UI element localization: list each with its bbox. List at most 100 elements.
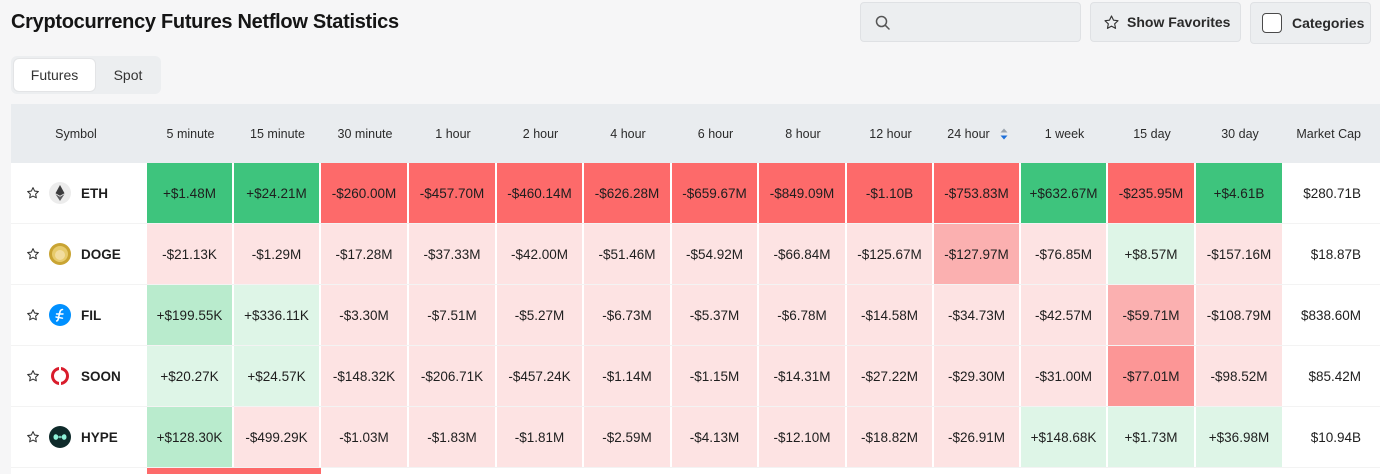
netflow-cell-2-hour: -$42.00M (497, 224, 584, 284)
column-header-30-minute[interactable]: 30 minute (321, 104, 409, 163)
netflow-cell-15-minute: -$1.29M (234, 224, 321, 284)
netflow-cell-15-day: +$1.73M (1108, 407, 1196, 467)
netflow-cell-5-minute: +$1.48M (147, 163, 234, 223)
column-header-15-minute[interactable]: 15 minute (234, 104, 321, 163)
table-row[interactable]: FIL +$199.55K +$336.11K -$3.30M -$7.51M -$5.2… (11, 285, 1380, 346)
netflow-cell-24-hour: -$26.91M (934, 407, 1021, 467)
soon-icon (48, 365, 71, 388)
column-header-label: 30 day (1221, 126, 1259, 141)
netflow-cell-15-minute: +$336.11K (234, 285, 321, 345)
favorite-star-icon[interactable] (26, 308, 40, 322)
netflow-cell-24-hour: -$127.97M (934, 224, 1021, 284)
symbol-label[interactable]: HYPE (81, 429, 118, 445)
favorite-star-icon[interactable] (26, 430, 40, 444)
column-header-30-day[interactable]: 30 day (1196, 104, 1284, 163)
table-row[interactable]: ETH +$1.48M +$24.21M -$260.00M -$457.70M -$46… (11, 163, 1380, 224)
column-header-label: 1 week (1044, 126, 1085, 141)
netflow-table: Symbol 5 minute 15 minute 30 minute 1 hour 2 … (11, 104, 1380, 468)
netflow-cell-12-hour: -$1.10B (847, 163, 934, 223)
netflow-cell-6-hour: -$4.13M (672, 407, 759, 467)
netflow-cell-15-minute: +$24.57K (234, 346, 321, 406)
market-cap-cell: $85.42M (1284, 346, 1370, 406)
column-header-12-hour[interactable]: 12 hour (847, 104, 934, 163)
netflow-cell-1-hour: -$206.71K (409, 346, 497, 406)
categories-label: Categories (1292, 15, 1365, 31)
symbol-cell: DOGE (11, 224, 147, 284)
netflow-cell-30-day: +$36.98M (1196, 407, 1284, 467)
table-row[interactable]: DOGE -$21.13K -$1.29M -$17.28M -$37.33M -$42.… (11, 224, 1380, 285)
netflow-cell-1-week: +$632.67M (1021, 163, 1108, 223)
sort-desc-icon[interactable] (1000, 128, 1008, 140)
column-header-symbol[interactable]: Symbol (11, 104, 147, 163)
favorite-star-icon[interactable] (26, 186, 40, 200)
market-cap-cell: $18.87B (1284, 224, 1370, 284)
favorite-star-icon[interactable] (26, 369, 40, 383)
show-favorites-button[interactable]: Show Favorites (1090, 2, 1241, 42)
netflow-cell-1-week: +$148.68K (1021, 407, 1108, 467)
column-header-6-hour[interactable]: 6 hour (672, 104, 759, 163)
market-cap-cell: $838.60M (1284, 285, 1370, 345)
netflow-cell-30-minute: -$3.30M (321, 285, 409, 345)
categories-toggle[interactable]: Categories (1250, 2, 1371, 44)
column-header-4-hour[interactable]: 4 hour (584, 104, 672, 163)
symbol-label[interactable]: DOGE (81, 246, 121, 262)
netflow-cell-15-minute: -$499.29K (234, 407, 321, 467)
fil-icon (48, 304, 71, 327)
netflow-cell-30-day: +$4.61B (1196, 163, 1284, 223)
page-title: Cryptocurrency Futures Netflow Statistic… (11, 11, 399, 33)
netflow-cell-15-minute: +$24.21M (234, 163, 321, 223)
symbol-cell: FIL (11, 285, 147, 345)
column-header-label: 12 hour (869, 126, 912, 141)
symbol-label[interactable]: SOON (81, 368, 121, 384)
column-header-market-cap[interactable]: Market Cap (1284, 104, 1370, 163)
netflow-cell-8-hour: -$66.84M (759, 224, 847, 284)
column-header-1-week[interactable]: 1 week (1021, 104, 1108, 163)
symbol-label[interactable]: ETH (81, 185, 108, 201)
netflow-cell-4-hour: -$2.59M (584, 407, 672, 467)
search-input[interactable] (860, 2, 1081, 42)
netflow-cell-24-hour: -$753.83M (934, 163, 1021, 223)
netflow-cell-5-minute: -$21.13K (147, 224, 234, 284)
favorite-star-icon[interactable] (26, 247, 40, 261)
categories-checkbox[interactable] (1262, 13, 1282, 33)
column-header-2-hour[interactable]: 2 hour (497, 104, 584, 163)
netflow-cell-12-hour: -$125.67M (847, 224, 934, 284)
table-row[interactable]: SOON +$20.27K +$24.57K -$148.32K -$206.71K -$… (11, 346, 1380, 407)
netflow-cell-8-hour: -$12.10M (759, 407, 847, 467)
tab-futures[interactable]: Futures (14, 59, 95, 91)
netflow-cell-2-hour: -$1.81M (497, 407, 584, 467)
column-header-label: 8 hour (785, 126, 821, 141)
column-header-1-hour[interactable]: 1 hour (409, 104, 497, 163)
netflow-cell-6-hour: -$1.15M (672, 346, 759, 406)
symbol-label[interactable]: FIL (81, 307, 102, 323)
column-header-24-hour[interactable]: 24 hour (934, 104, 1021, 163)
eth-icon (48, 182, 71, 205)
doge-icon (48, 243, 71, 266)
netflow-cell-1-hour: -$457.70M (409, 163, 497, 223)
market-cap-cell: $280.71B (1284, 163, 1370, 223)
netflow-cell-5-minute: +$128.30K (147, 407, 234, 467)
show-favorites-label: Show Favorites (1127, 14, 1231, 30)
column-header-label: 1 hour (435, 126, 471, 141)
market-type-tabs: Futures Spot (11, 56, 161, 94)
symbol-cell: SOON (11, 346, 147, 406)
netflow-cell-2-hour: -$5.27M (497, 285, 584, 345)
netflow-cell-1-hour: -$7.51M (409, 285, 497, 345)
column-header-label: Symbol (55, 126, 97, 141)
column-header-5-minute[interactable]: 5 minute (147, 104, 234, 163)
netflow-cell-2-hour: -$460.14M (497, 163, 584, 223)
netflow-cell-30-minute: -$17.28M (321, 224, 409, 284)
netflow-cell-15-day: -$77.01M (1108, 346, 1196, 406)
table-row[interactable]: HYPE +$128.30K -$499.29K -$1.03M -$1.83M -$1.… (11, 407, 1380, 468)
netflow-cell-24-hour: -$34.73M (934, 285, 1021, 345)
tab-spot[interactable]: Spot (113, 67, 143, 83)
column-header-label: 24 hour (947, 126, 990, 141)
netflow-cell-30-day: -$157.16M (1196, 224, 1284, 284)
netflow-cell-5-minute: +$20.27K (147, 346, 234, 406)
netflow-cell-1-week: -$31.00M (1021, 346, 1108, 406)
column-header-label: 30 minute (337, 126, 393, 141)
column-header-8-hour[interactable]: 8 hour (759, 104, 847, 163)
column-header-15-day[interactable]: 15 day (1108, 104, 1196, 163)
netflow-cell-30-day: -$108.79M (1196, 285, 1284, 345)
search-icon (875, 15, 890, 30)
